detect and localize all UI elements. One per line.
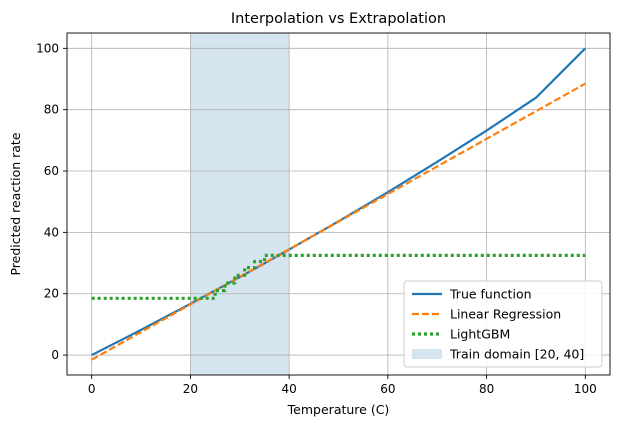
axes-frame xyxy=(66,32,611,376)
y-tick-label: 100 xyxy=(36,41,59,55)
legend: True function Linear Regression LightGBM Tr… xyxy=(403,280,603,368)
series-linear-regression xyxy=(91,82,586,361)
x-tick-label: 0 xyxy=(88,382,96,396)
legend-box xyxy=(403,280,603,368)
x-tick-label: 40 xyxy=(281,382,296,396)
legend-label: LightGBM xyxy=(450,327,510,342)
legend-label: True function xyxy=(449,287,532,302)
y-tick-label: 40 xyxy=(44,225,59,239)
x-tick-label: 20 xyxy=(183,382,198,396)
x-axis-label: Temperature (C) xyxy=(287,402,390,417)
axes xyxy=(66,32,611,376)
y-tick-label: 80 xyxy=(44,103,59,117)
legend-label: Linear Regression xyxy=(450,307,561,322)
series-layer xyxy=(91,47,587,361)
chart-title: Interpolation vs Extrapolation xyxy=(231,11,446,27)
train-domain-shade xyxy=(190,33,290,375)
x-tick-label: 60 xyxy=(380,382,395,396)
y-tick-label: 60 xyxy=(44,164,59,178)
x-tick-label: 100 xyxy=(574,382,597,396)
legend-label: Train domain [20, 40] xyxy=(449,347,584,362)
series-lightgbm xyxy=(91,253,586,300)
x-tick-label: 80 xyxy=(479,382,494,396)
y-axis-label: Predicted reaction rate xyxy=(8,132,23,275)
train-domain-region xyxy=(190,33,290,375)
legend-swatch xyxy=(412,349,442,359)
y-tick-label: 20 xyxy=(44,287,59,301)
ticks: 0 20 40 60 80 100 0 20 40 60 80 100 xyxy=(36,41,597,396)
y-tick-label: 0 xyxy=(51,348,59,362)
